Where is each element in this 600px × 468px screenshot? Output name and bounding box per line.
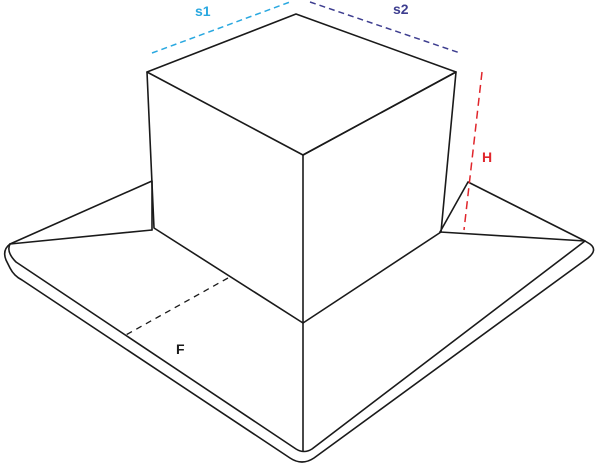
box-right-face: [302, 71, 457, 324]
s1-dimension-line: [151, 1, 291, 54]
base-outer-rim: [3, 240, 595, 463]
h-dimension-line: [463, 71, 483, 231]
base-top-outline: [8, 180, 586, 453]
f-dimension-line: [123, 277, 229, 337]
h-label: H: [482, 149, 492, 165]
s2-dimension-line: [309, 1, 461, 54]
base-hip-right: [439, 231, 586, 242]
box-left-face: [146, 71, 304, 324]
f-label: F: [176, 341, 185, 357]
s1-label: s1: [195, 3, 211, 19]
s2-label: s2: [393, 1, 409, 17]
base-hip-left: [9, 229, 153, 245]
